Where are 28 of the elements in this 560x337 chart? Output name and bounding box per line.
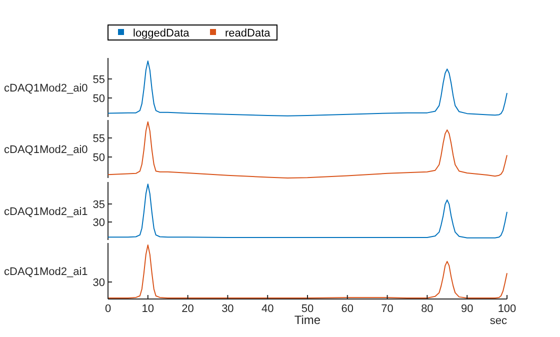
x-tick-label: 100	[498, 303, 516, 315]
x-tick-label: 20	[182, 303, 194, 315]
x-tick-label: 30	[222, 303, 234, 315]
y-axis-title: cDAQ1Mod2_ai0	[4, 144, 88, 156]
y-tick-label: 55	[92, 74, 105, 86]
x-tick-label: 10	[142, 303, 154, 315]
x-tick-label: 50	[301, 303, 314, 315]
line-series	[108, 121, 508, 178]
y-axis-title: cDAQ1Mod2_ai1	[4, 206, 88, 218]
x-tick-label: 90	[460, 303, 474, 315]
y-tick-label: 50	[92, 92, 105, 105]
y-tick-label: 50	[92, 152, 105, 164]
x-tick-label: 60	[341, 303, 354, 315]
x-tick-label: 40	[261, 303, 274, 315]
line-series	[108, 184, 508, 238]
y-axis-title: cDAQ1Mod2_ai1	[4, 266, 88, 278]
x-axis-title: Time	[294, 313, 321, 327]
legend-label: loggedData	[133, 28, 190, 40]
y-tick-label: 35	[92, 198, 105, 211]
y-tick-label: 30	[92, 216, 105, 229]
x-tick-label: 70	[381, 303, 394, 315]
y-axis-title: cDAQ1Mod2_ai0	[4, 82, 88, 94]
text: sec	[490, 315, 508, 327]
legend-label: readData	[225, 28, 272, 40]
y-tick-label: 55	[92, 132, 105, 145]
x-tick-label: 0	[104, 303, 112, 315]
line-series	[108, 60, 508, 116]
x-tick-label: 80	[421, 303, 434, 315]
